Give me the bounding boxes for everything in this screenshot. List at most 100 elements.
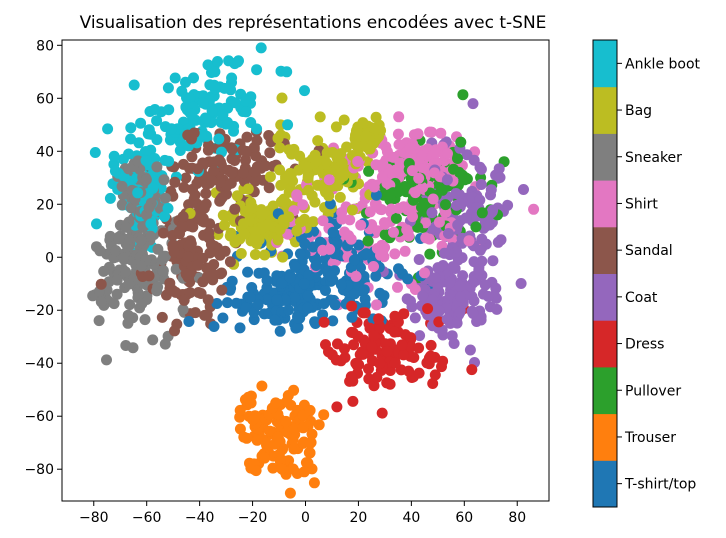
- scatter-point: [104, 192, 116, 204]
- scatter-point: [277, 251, 289, 263]
- scatter-point: [154, 202, 166, 214]
- scatter-point: [393, 263, 404, 275]
- colorbar-label: Pullover: [625, 383, 681, 399]
- scatter-point: [234, 404, 246, 416]
- scatter-point: [303, 184, 314, 196]
- scatter-point: [390, 212, 402, 224]
- y-tick-label: 80: [36, 38, 54, 54]
- scatter-point: [346, 326, 358, 338]
- scatter-point: [264, 147, 276, 159]
- scatter-point: [385, 188, 397, 200]
- scatter-point: [177, 211, 189, 223]
- scatter-point: [417, 290, 429, 302]
- scatter-point: [128, 79, 140, 91]
- scatter-point: [455, 291, 467, 303]
- scatter-point: [346, 311, 358, 323]
- scatter-point: [359, 307, 371, 319]
- colorbar-label: T-shirt/top: [624, 477, 696, 493]
- scatter-point: [440, 206, 452, 218]
- scatter-point: [226, 153, 238, 165]
- scatter-point: [323, 190, 335, 202]
- scatter-point: [217, 209, 229, 221]
- y-axis-ticks: −80 −60 −40 −20 0 20 40 60 80: [24, 38, 62, 478]
- scatter-point: [111, 288, 123, 300]
- scatter-point: [288, 384, 300, 396]
- scatter-point: [355, 262, 366, 274]
- scatter-point: [223, 55, 235, 67]
- scatter-point: [463, 235, 475, 247]
- scatter-point: [255, 42, 267, 54]
- scatter-point: [441, 313, 453, 325]
- scatter-point: [374, 203, 386, 215]
- scatter-point: [402, 273, 414, 285]
- scatter-point: [329, 299, 341, 311]
- scatter-point: [248, 166, 260, 178]
- scatter-point: [485, 184, 497, 196]
- scatter-point: [202, 144, 214, 156]
- scatter-point: [206, 175, 218, 187]
- scatter-point: [240, 301, 252, 313]
- scatter-point: [312, 135, 324, 147]
- scatter-point: [118, 252, 130, 264]
- scatter-point: [143, 124, 155, 136]
- scatter-point: [396, 339, 408, 351]
- scatter-point: [292, 312, 304, 324]
- scatter-point: [289, 291, 301, 303]
- scatter-point: [208, 269, 220, 281]
- scatter-point: [163, 155, 175, 167]
- scatter-point: [208, 321, 220, 332]
- scatter-point: [185, 238, 197, 250]
- scatter-point: [199, 112, 211, 124]
- scatter-point: [349, 288, 361, 300]
- scatter-point: [416, 201, 427, 213]
- scatter-point: [368, 261, 379, 272]
- scatter-point: [213, 133, 225, 145]
- scatter-point: [276, 92, 288, 104]
- scatter-point: [451, 317, 463, 329]
- scatter-point: [183, 316, 195, 327]
- scatter-point: [135, 235, 147, 246]
- scatter-point: [216, 284, 228, 296]
- scatter-point: [295, 216, 306, 228]
- scatter-point: [274, 164, 286, 176]
- scatter-point: [476, 207, 488, 219]
- scatter-point: [448, 163, 459, 175]
- scatter-point: [318, 316, 330, 328]
- scatter-point: [304, 404, 316, 416]
- scatter-point: [284, 487, 296, 499]
- scatter-point: [282, 119, 294, 131]
- scatter-point: [419, 267, 430, 279]
- scatter-point: [368, 330, 380, 341]
- scatter-point: [213, 154, 225, 166]
- colorbar: T-shirt/top Trouser Pullover Dress Coat Sanda…: [592, 39, 701, 508]
- colorbar-label: Coat: [625, 290, 658, 306]
- colorbar-segment: [593, 273, 617, 321]
- scatter-point: [152, 281, 164, 293]
- scatter-point: [388, 226, 399, 238]
- scatter-point: [385, 203, 397, 215]
- colorbar-segment: [593, 320, 617, 368]
- scatter-point: [409, 187, 421, 199]
- scatter-point: [353, 239, 365, 251]
- scatter-point: [364, 206, 376, 218]
- colorbar-segment: [593, 133, 617, 181]
- scatter-point: [178, 294, 190, 306]
- scatter-point: [122, 233, 134, 245]
- scatter-point: [302, 161, 313, 173]
- scatter-point: [446, 330, 458, 342]
- scatter-point: [348, 339, 360, 351]
- scatter-point: [485, 207, 497, 219]
- scatter-point: [101, 354, 112, 366]
- scatter-point: [253, 234, 265, 246]
- scatter-point: [151, 115, 163, 127]
- scatter-point: [170, 286, 182, 298]
- x-tick-label: 80: [508, 510, 526, 526]
- scatter-point: [197, 276, 209, 288]
- scatter-point: [185, 108, 197, 120]
- scatter-point: [430, 147, 441, 159]
- scatter-point: [274, 325, 286, 337]
- x-tick-label: −40: [185, 510, 215, 526]
- scatter-point: [197, 97, 209, 109]
- scatter-point: [151, 161, 163, 173]
- scatter-point: [123, 278, 135, 290]
